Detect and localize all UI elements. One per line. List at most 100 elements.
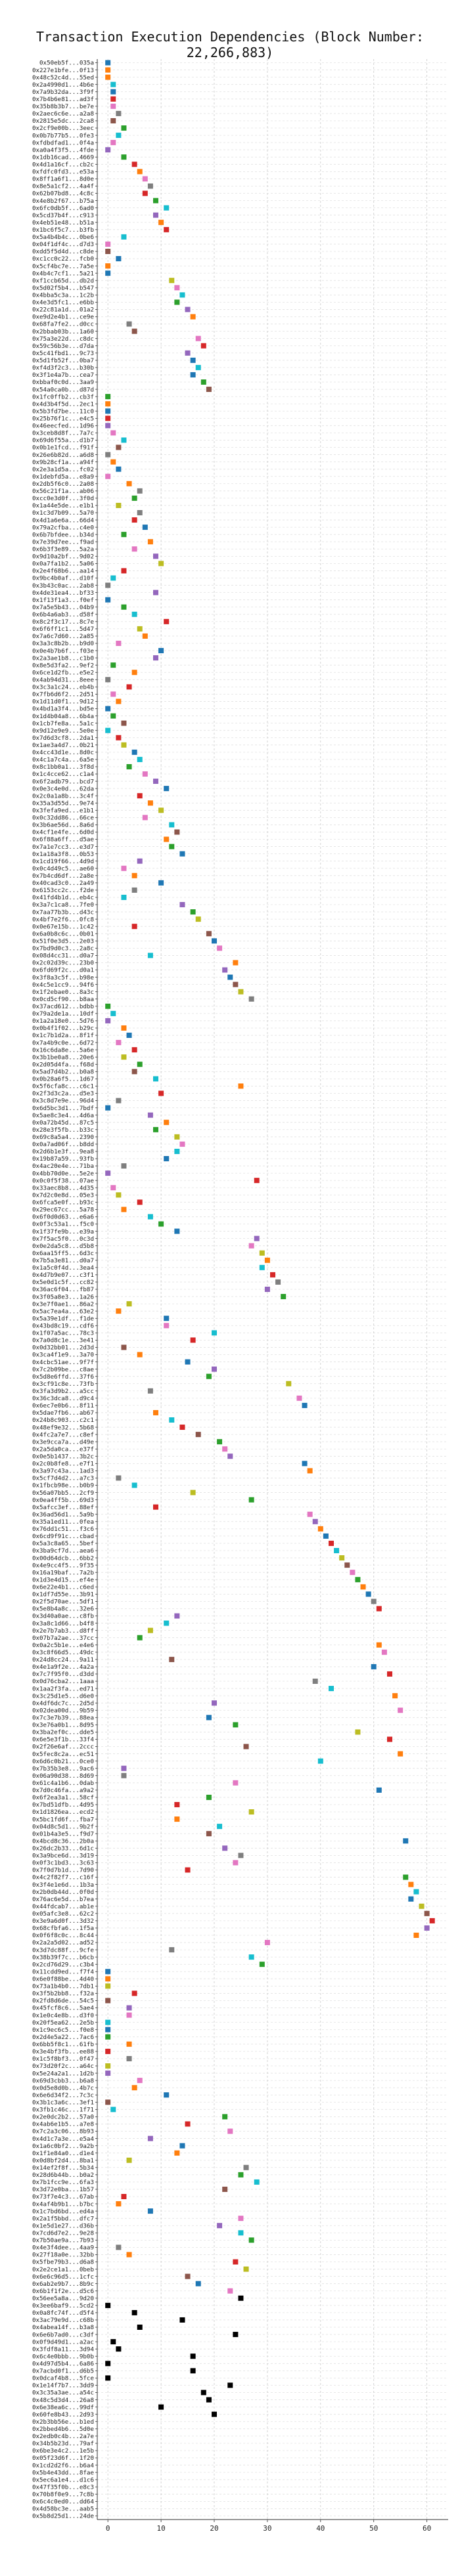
y-tick-label: 0x1f13f1a3...f0ef (32, 597, 94, 604)
data-point (317, 1758, 323, 1764)
y-tick-label: 0x2bbab03b...1a60 (32, 328, 94, 335)
data-point (110, 89, 116, 95)
y-tick-label: 0x20f5ea62...2e5b (32, 2019, 94, 2027)
data-point (296, 1395, 302, 1401)
data-point (105, 263, 111, 269)
data-point (147, 2136, 153, 2141)
y-tick-label: 0x3b1be0a8...20e6 (32, 1054, 94, 1061)
y-tick-label: 0x7b50ae9a...7b93 (32, 2237, 94, 2244)
data-point (164, 205, 170, 211)
y-tick-label: 0x2db5f6c0...2a08 (32, 481, 94, 488)
data-point (233, 981, 239, 987)
data-point (164, 1323, 170, 1329)
data-point (179, 292, 185, 298)
y-tick-label: 0x1df7d55e...3b91 (32, 1591, 94, 1599)
y-tick-label: 0x79a2cfba...c4e0 (32, 524, 94, 531)
data-point (116, 2346, 122, 2352)
y-tick-label: 0x1d11d0f1...9d12 (32, 698, 94, 706)
data-point (206, 1373, 212, 1379)
data-point (116, 1192, 122, 1198)
data-point (126, 1033, 132, 1039)
y-tick-label: 0x3a8c1d66...b4f8 (32, 1620, 94, 1627)
data-point (190, 2368, 196, 2374)
data-point (147, 2208, 153, 2214)
y-tick-label: 0x04d8c5d1...9b2f (32, 1823, 94, 1830)
data-point (105, 2027, 111, 2032)
y-tick-label: 0x6ec7e0b6...8f11 (32, 1402, 94, 1409)
y-tick-label: 0x56a07bb5...2cf9 (32, 1490, 94, 1497)
data-point (153, 590, 158, 595)
data-point (195, 335, 201, 341)
data-point (312, 1679, 318, 1685)
y-tick-label: 0x4e9cc4f5...9f35 (32, 1562, 94, 1569)
y-tick-label: 0x3fb1c46c...1f71 (32, 2107, 94, 2114)
y-tick-label: 0x1d1826ea...ecd2 (32, 1809, 94, 1816)
y-tick-label: 0x1d4b04a8...6b4a (32, 713, 94, 720)
y-tick-label: 0x8c1bb0a1...3f8d (32, 763, 94, 771)
y-tick-label: 0x4e3d5fc1...e6bb (32, 299, 94, 307)
y-tick-label: 0x7f5ac5f0...0c3d (32, 1235, 94, 1243)
y-tick-label: 0x6b7bfdee...b34d (32, 531, 94, 538)
data-point (243, 1744, 249, 1750)
data-point (387, 1671, 392, 1677)
y-tick-label: 0x6e6c96d5...1cfc (32, 2273, 94, 2281)
data-point (424, 1925, 430, 1931)
y-tick-label: 0x5cf4bc7e...7a5e (32, 263, 94, 270)
data-point (153, 779, 158, 784)
data-point (105, 241, 111, 247)
data-point (174, 1801, 180, 1807)
y-tick-label: 0x5afcc3ef...88ef (32, 1504, 94, 1511)
data-point (403, 1874, 409, 1880)
y-tick-label: 0x0e4b7b6f...f03e (32, 647, 94, 655)
y-tick-label: 0x7d0c46fa...a9a2 (32, 1787, 94, 1794)
data-point (164, 786, 170, 792)
data-point (212, 1366, 217, 1372)
x-tick-label: 60 (423, 2524, 431, 2533)
x-tick-label: 30 (263, 2524, 271, 2533)
y-tick-label: 0x24d8cc24...9a11 (32, 1656, 94, 1664)
y-tick-label: 0x4d3b4f5d...2ec1 (32, 400, 94, 408)
y-tick-label: 0x0e5b1437...3b2c (32, 1453, 94, 1460)
data-point (195, 2281, 201, 2286)
y-tick-label: 0x6e6d34f2...7c3c (32, 2092, 94, 2099)
data-point (158, 2404, 164, 2410)
y-tick-label: 0x8c2f3c17...8c7e (32, 618, 94, 626)
y-tick-label: 0x7aa77b3b...d43c (32, 909, 94, 916)
data-point (169, 1417, 175, 1423)
data-point (264, 1940, 270, 1946)
y-tick-label: 0x2b3bb56e...b1ed (32, 2418, 94, 2426)
y-tick-label: 0x4df6dc7c...2d5d (32, 1700, 94, 1707)
data-point (158, 807, 164, 813)
y-tick-label: 0x3f05a8e3...1a26 (32, 1293, 94, 1300)
data-point (137, 1352, 143, 1358)
y-tick-label: 0x59c56b3e...d7da (32, 343, 94, 350)
y-tick-label: 0x2cf9e00b...3eec (32, 125, 94, 132)
data-point (121, 604, 127, 610)
y-tick-label: 0x1aa2f3fa...ed71 (32, 1685, 94, 1692)
data-point (105, 1976, 111, 1982)
y-tick-label: 0x5cd37b4f...c913 (32, 212, 94, 219)
y-tick-label: 0x1e5d1e27...d36b (32, 2222, 94, 2229)
data-point (110, 662, 116, 668)
y-tick-label: 0x2815e5dc...2ca8 (32, 118, 94, 125)
y-tick-label: 0x2a5da0ca...e37f (32, 1446, 94, 1453)
data-point (105, 2099, 111, 2105)
y-tick-label: 0xfdfc0fd3...e53a (32, 169, 94, 176)
y-tick-label: 0xdd5f5d4d...c8de (32, 248, 94, 255)
data-point (195, 364, 201, 370)
data-point (302, 1461, 308, 1467)
y-tick-label: 0x7a6c7d60...2a85 (32, 633, 94, 640)
data-point (116, 2201, 122, 2207)
y-tick-label: 0x41fd4b1d...eb4c (32, 894, 94, 901)
y-tick-label: 0x5d8e6ffd...37f6 (32, 1373, 94, 1381)
y-tick-label: 0x6e22e4b1...c6ed (32, 1583, 94, 1591)
data-point (105, 1003, 111, 1009)
data-point (174, 1613, 180, 1619)
y-tick-label: 0x0c0f5f38...07ae (32, 1177, 94, 1184)
y-tick-label: 0x4fc2a7e7...c8ef (32, 1431, 94, 1438)
data-point (227, 2288, 233, 2294)
y-tick-label: 0x5f6cfa8c...c6c1 (32, 1083, 94, 1090)
y-tick-label: 0x7c2b09be...c8ae (32, 1366, 94, 1373)
y-tick-label: 0x3d7dc88f...9cfe (32, 1946, 94, 1954)
data-point (185, 1359, 191, 1365)
